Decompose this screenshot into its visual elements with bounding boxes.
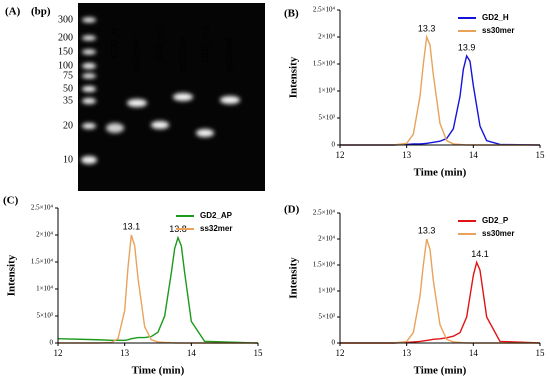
x-tick-label: 12 bbox=[54, 348, 63, 358]
y-tick-label: 1.5×10⁴ bbox=[313, 261, 336, 269]
chart-panel: (C)13.813.105×10³1×10⁴1.5×10⁴2×10⁴2.5×10… bbox=[3, 195, 263, 377]
line-series bbox=[340, 238, 540, 344]
ladder-band bbox=[82, 123, 96, 129]
panel-label: (A) bbox=[5, 6, 21, 18]
line-series bbox=[340, 54, 541, 146]
y-axis-label: Intensity bbox=[288, 257, 300, 299]
x-axis-label: Time (min) bbox=[414, 365, 467, 377]
marker-label: 200 bbox=[58, 32, 73, 43]
y-tick-label: 2.5×10⁴ bbox=[313, 209, 336, 217]
ladder-band bbox=[82, 86, 96, 92]
panel-label: (D) bbox=[284, 204, 300, 216]
gel-bands bbox=[81, 17, 240, 164]
ladder-band bbox=[82, 73, 96, 79]
peak-label: 13.3 bbox=[418, 23, 436, 33]
sample-band bbox=[151, 121, 169, 129]
lane-label: ss32mer bbox=[177, 37, 187, 72]
panel-label: (B) bbox=[284, 8, 299, 20]
x-tick-label: 12 bbox=[336, 150, 345, 160]
legend-label: GD2_AP bbox=[200, 211, 233, 220]
y-tick-label: 2.5×10⁴ bbox=[31, 204, 54, 212]
ladder-band bbox=[82, 98, 96, 104]
y-tick-label: 1.5×10⁴ bbox=[313, 60, 336, 68]
line-series bbox=[340, 260, 541, 344]
ladder-band bbox=[82, 49, 96, 55]
x-tick-label: 14 bbox=[469, 348, 479, 358]
x-tick-label: 15 bbox=[254, 348, 264, 358]
marker-label: 150 bbox=[58, 46, 73, 57]
gel-panel: (A) (bp) 300 200 150 100 75 50 35 20 10 bbox=[5, 3, 265, 191]
lane-label: GD2_m2 bbox=[200, 26, 210, 62]
ladder-band bbox=[82, 17, 96, 23]
line-series bbox=[340, 34, 540, 146]
marker-label: 75 bbox=[63, 70, 73, 81]
lane-label: GD2_m1 bbox=[154, 26, 164, 62]
panel-label: (C) bbox=[3, 195, 19, 207]
marker-label: 50 bbox=[63, 83, 73, 94]
legend-label: GD2_P bbox=[482, 216, 509, 225]
legend-label: ss30mer bbox=[482, 229, 514, 238]
lane-label: GD2_H bbox=[109, 28, 119, 58]
lane-label: ss30mer bbox=[224, 37, 234, 72]
marker-label: 100 bbox=[58, 60, 73, 71]
x-tick-label: 14 bbox=[469, 150, 479, 160]
lane-labels: GD2_H ss30mer GD2_m1 ss32mer GD2_m2 ss30… bbox=[109, 26, 234, 72]
ladder-band bbox=[81, 156, 97, 164]
peak-label: 13.9 bbox=[458, 42, 476, 52]
marker-label: 10 bbox=[63, 154, 73, 165]
sample-band bbox=[127, 99, 147, 107]
y-tick-label: 1×10⁴ bbox=[318, 287, 335, 295]
marker-label: 300 bbox=[58, 14, 73, 25]
x-tick-label: 14 bbox=[187, 348, 197, 358]
y-tick-label: 2×10⁴ bbox=[36, 231, 53, 239]
chart-panel: (D) 14.1 13.3 0 5×10³ 1×10⁴ 1.5×10⁴ 2×10⁴ 2.5×10… bbox=[284, 204, 545, 377]
x-tick-label: 15 bbox=[536, 150, 546, 160]
x-axis-label: Time (min) bbox=[414, 167, 467, 179]
sample-band bbox=[196, 129, 214, 137]
marker-labels: 300 200 150 100 75 50 35 20 10 bbox=[58, 14, 73, 165]
legend-label: GD2_H bbox=[482, 13, 509, 22]
legend-label: ss30mer bbox=[482, 26, 514, 35]
y-tick-label: 5×10³ bbox=[318, 114, 335, 122]
x-axis-label: Time (min) bbox=[132, 365, 185, 377]
y-tick-label: 0 bbox=[332, 339, 336, 347]
x-tick-label: 15 bbox=[536, 348, 546, 358]
y-tick-label: 2.5×10⁴ bbox=[313, 6, 336, 14]
lane-label: ss30mer bbox=[131, 37, 141, 72]
line-series bbox=[57, 235, 259, 344]
chart-panel: (B) 13.9 13.3 0 5×10³ 1×10⁴ 1.5×10⁴ 2×10⁴ 2.5×10… bbox=[284, 6, 545, 179]
peak-label: 13.1 bbox=[123, 221, 141, 231]
marker-label: 20 bbox=[63, 120, 73, 131]
y-tick-label: 2×10⁴ bbox=[318, 33, 335, 41]
y-tick-label: 5×10³ bbox=[36, 312, 53, 320]
gel-image bbox=[78, 3, 265, 191]
ladder-band bbox=[82, 35, 96, 41]
y-tick-label: 5×10³ bbox=[318, 313, 335, 321]
sample-band bbox=[106, 123, 124, 133]
peak-label: 14.1 bbox=[471, 249, 489, 259]
y-tick-label: 0 bbox=[50, 339, 54, 347]
peak-label: 13.3 bbox=[418, 225, 436, 235]
y-tick-label: 1.5×10⁴ bbox=[31, 258, 54, 266]
unit-label: (bp) bbox=[31, 6, 51, 18]
x-tick-label: 13 bbox=[402, 348, 412, 358]
sample-band bbox=[173, 93, 193, 101]
x-tick-label: 12 bbox=[336, 348, 345, 358]
x-tick-label: 13 bbox=[402, 150, 412, 160]
ladder-band bbox=[82, 63, 96, 69]
x-tick-label: 13 bbox=[120, 348, 130, 358]
legend-label: ss32mer bbox=[200, 224, 232, 233]
marker-label: 35 bbox=[63, 95, 73, 106]
line-series bbox=[58, 234, 258, 344]
y-tick-label: 1×10⁴ bbox=[318, 87, 335, 95]
sample-band bbox=[220, 96, 240, 104]
y-tick-label: 0 bbox=[332, 141, 336, 149]
y-axis-label: Intensity bbox=[288, 56, 300, 98]
y-tick-label: 2×10⁴ bbox=[318, 235, 335, 243]
y-axis-label: Intensity bbox=[6, 254, 18, 296]
y-tick-label: 1×10⁴ bbox=[36, 285, 53, 293]
